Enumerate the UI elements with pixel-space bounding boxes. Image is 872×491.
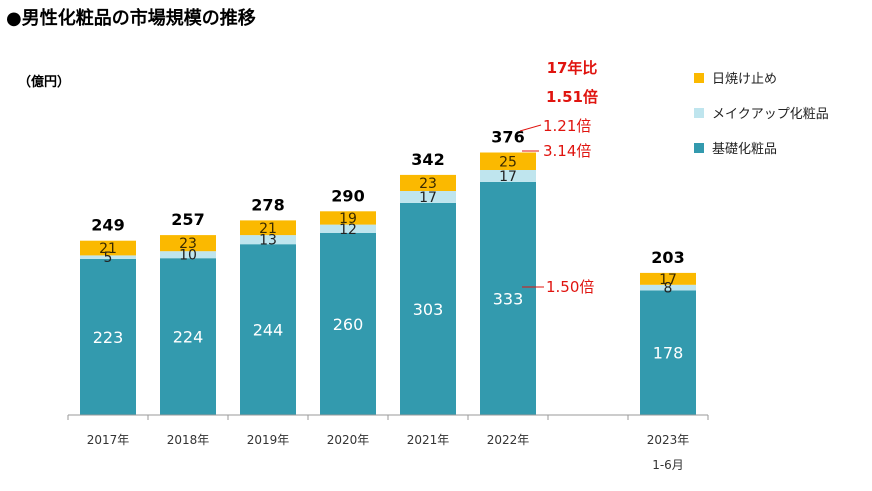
bar-makeup <box>640 284 696 291</box>
data-label-sunscreen: 23 <box>179 236 197 252</box>
data-label-total: 376 <box>491 128 524 147</box>
x-tick-label: 2022年 <box>487 433 530 447</box>
data-label-total: 249 <box>91 216 124 235</box>
x-axis-ticks: 2017年 2018年 2019年 2020年 2021年 2022年 2023年 1-6月 <box>67 415 709 472</box>
bar-sunscreen <box>480 152 536 170</box>
headline-line2: 1.51倍 <box>546 88 598 106</box>
bar-skincare <box>240 244 296 415</box>
x-tick-label: 2020年 <box>327 433 370 447</box>
makeup-ratio-label: 3.14倍 <box>543 142 591 160</box>
x-tick-label: 2018年 <box>167 433 210 447</box>
data-label-makeup: 8 <box>664 281 673 297</box>
legend-swatch-makeup <box>694 108 704 118</box>
data-label-sunscreen: 23 <box>419 176 437 192</box>
legend-swatch-skincare <box>694 143 704 153</box>
data-label-makeup: 17 <box>419 190 437 206</box>
bar-makeup <box>400 191 456 203</box>
data-label-total: 257 <box>171 210 204 229</box>
data-label-skincare: 244 <box>253 321 284 340</box>
bar-makeup <box>320 224 376 233</box>
x-tick-label: 2019年 <box>247 433 290 447</box>
x-tick-label: 2017年 <box>87 433 130 447</box>
data-label-makeup: 13 <box>259 233 277 249</box>
data-label-sunscreen: 25 <box>499 154 517 170</box>
data-label-skincare: 224 <box>173 328 204 347</box>
bar-sunscreen <box>160 235 216 252</box>
bar-sunscreen <box>240 220 296 236</box>
data-label-skincare: 333 <box>493 289 524 308</box>
legend-label-makeup: メイクアップ化粧品 <box>712 107 829 122</box>
bar-makeup <box>240 235 296 245</box>
data-label-skincare: 260 <box>333 315 364 334</box>
data-label-skincare: 223 <box>93 328 124 347</box>
x-tick-label: 2023年 <box>647 433 690 447</box>
bar-makeup <box>160 251 216 259</box>
y-unit-label: （億円） <box>18 74 70 90</box>
data-label-total: 342 <box>411 150 444 169</box>
chart-title: ●男性化粧品の市場規模の推移 <box>6 7 256 29</box>
sun-ratio-leader <box>519 124 542 132</box>
legend-label-skincare: 基礎化粧品 <box>712 142 777 157</box>
data-label-makeup: 12 <box>339 222 357 238</box>
data-label-sunscreen: 17 <box>659 272 677 288</box>
bar-skincare <box>400 202 456 415</box>
labels-layer: 2235212492241023257244132127826012192903… <box>91 128 684 363</box>
bar-skincare <box>640 290 696 415</box>
bar-skincare <box>80 258 136 415</box>
data-label-skincare: 303 <box>413 300 444 319</box>
legend: 日焼け止め メイクアップ化粧品 基礎化粧品 <box>694 72 829 157</box>
data-label-total: 290 <box>331 186 364 205</box>
x-tick-sublabel: 1-6月 <box>652 458 684 472</box>
legend-label-sunscreen: 日焼け止め <box>712 72 777 87</box>
data-label-skincare: 178 <box>653 344 684 363</box>
legend-swatch-sunscreen <box>694 73 704 83</box>
bar-makeup <box>80 255 136 259</box>
bar-sunscreen <box>320 211 376 225</box>
bar-sunscreen <box>80 240 136 256</box>
data-label-makeup: 17 <box>499 169 517 185</box>
data-label-sunscreen: 21 <box>259 221 277 237</box>
bar-skincare <box>160 258 216 415</box>
data-label-sunscreen: 21 <box>99 241 117 257</box>
x-tick-label: 2021年 <box>407 433 450 447</box>
data-label-makeup: 5 <box>104 250 113 266</box>
bar-makeup <box>480 170 536 182</box>
sun-ratio-label: 1.21倍 <box>543 117 591 135</box>
data-label-total: 278 <box>251 195 284 214</box>
base-ratio-label: 1.50倍 <box>546 278 594 296</box>
bars-layer <box>80 152 696 415</box>
bar-sunscreen <box>400 174 456 191</box>
data-label-total: 203 <box>651 248 684 267</box>
headline-line1: 17年比 <box>547 59 598 77</box>
data-label-makeup: 10 <box>179 248 197 264</box>
bar-skincare <box>320 233 376 415</box>
data-label-sunscreen: 19 <box>339 211 357 227</box>
bar-skincare <box>480 181 536 415</box>
bar-sunscreen <box>640 272 696 285</box>
